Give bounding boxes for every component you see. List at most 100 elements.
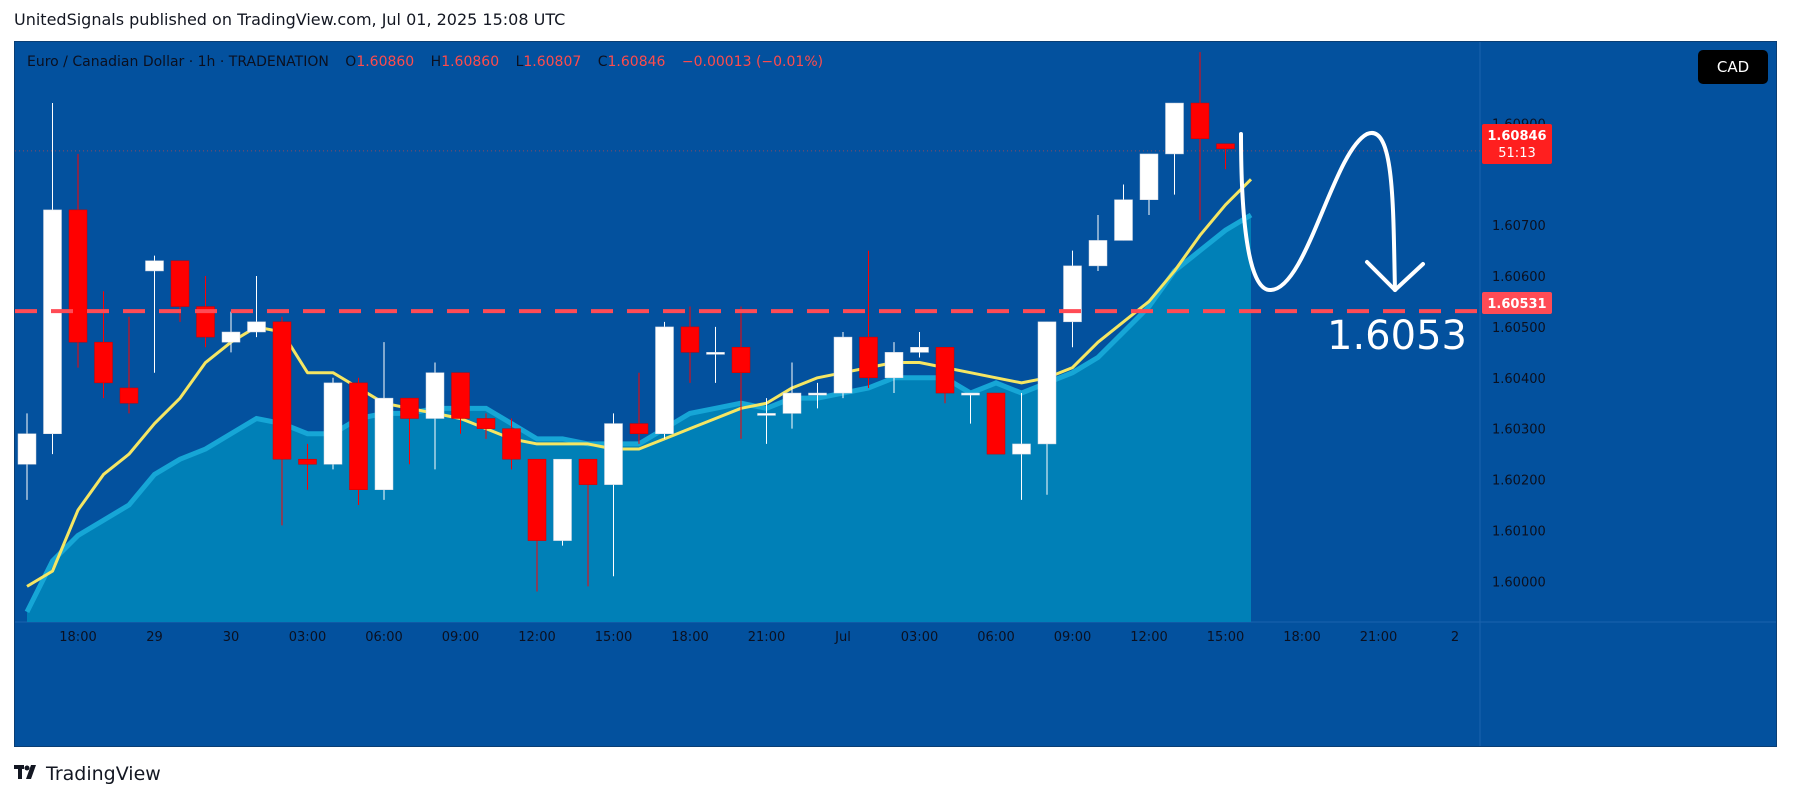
candle-body: [604, 423, 623, 485]
time-tick-label: 03:00: [289, 630, 326, 645]
low-label: L: [515, 54, 524, 70]
candle: [1165, 102, 1184, 195]
candle-body: [961, 392, 980, 396]
chart-canvas[interactable]: 1.60000 1.60100 1.60200 1.60300 1.60400 1.605…: [15, 42, 1777, 747]
candle-body: [247, 321, 266, 333]
candle: [782, 362, 802, 429]
candle-body: [808, 392, 827, 396]
price-tick-label: 1.60000: [1492, 575, 1546, 590]
level-tag-bg: [1482, 292, 1552, 314]
candle-body: [272, 321, 292, 460]
time-tick-label: 12:00: [1130, 630, 1167, 645]
candle-body: [1012, 443, 1031, 455]
candle: [68, 153, 88, 368]
candle-body: [782, 392, 802, 414]
candle-body: [502, 428, 521, 460]
forecast-arrow-head: [1365, 260, 1425, 292]
price-change: −0.00013 (−0.01%): [681, 54, 824, 70]
time-tick-label: Jul: [834, 630, 851, 645]
time-tick-label: 03:00: [901, 630, 938, 645]
candle-body: [884, 352, 904, 379]
candle: [731, 306, 751, 439]
candle-body: [655, 326, 674, 435]
candle: [1114, 184, 1133, 241]
candle: [119, 316, 139, 414]
candle-body: [451, 372, 470, 419]
candle-body: [859, 336, 878, 379]
candle: [349, 377, 368, 505]
candle: [757, 398, 776, 444]
close-value: 1.60846: [607, 54, 666, 70]
candle-body: [476, 418, 496, 429]
price-tick-label: 1.60300: [1492, 423, 1546, 438]
candle: [425, 362, 445, 470]
candle: [247, 276, 266, 338]
candle: [961, 392, 980, 424]
candle: [43, 103, 62, 455]
candle: [94, 291, 113, 399]
candle-body: [706, 352, 725, 355]
tradingview-footer[interactable]: TradingView: [14, 763, 161, 785]
price-tick-label: 1.60500: [1492, 321, 1546, 336]
time-tick-label: 18:00: [59, 630, 96, 645]
time-axis: 18:00 29 30 03:00 06:00 09:00 12:00 15:00 18:00 2…: [59, 630, 1459, 645]
candle-body: [1139, 153, 1159, 200]
candle-body: [349, 382, 368, 490]
current-price-tag: 1.60846: [1487, 129, 1546, 144]
time-tick-label: 21:00: [748, 630, 785, 645]
candle: [502, 418, 521, 470]
currency-badge[interactable]: CAD: [1698, 50, 1768, 84]
price-tick-label: 1.60600: [1492, 270, 1546, 285]
candle-body: [17, 433, 37, 465]
candle-body: [43, 209, 62, 435]
candle: [476, 413, 496, 439]
candle-body: [145, 260, 164, 272]
candle: [553, 458, 572, 546]
candle: [1216, 143, 1235, 170]
time-tick-label: 12:00: [518, 630, 555, 645]
candle-body: [1216, 143, 1235, 150]
candle: [833, 332, 853, 399]
price-tick-label: 1.60400: [1492, 372, 1546, 387]
symbol-name: Euro / Canadian Dollar · 1h · TRADENATIO…: [27, 54, 329, 70]
high-value: 1.60860: [441, 54, 500, 70]
candle: [1037, 321, 1057, 495]
candle-body: [578, 458, 598, 485]
candle: [400, 397, 419, 465]
candle: [323, 377, 343, 470]
candle-body: [94, 341, 113, 384]
candle: [1088, 214, 1108, 271]
candle-body: [425, 372, 445, 419]
candle: [145, 255, 164, 373]
candle: [374, 342, 394, 500]
candle-body: [986, 392, 1006, 455]
candle: [272, 316, 292, 526]
time-tick-label: 29: [146, 630, 163, 645]
open-value: 1.60860: [356, 54, 415, 70]
time-tick-label: 18:00: [671, 630, 708, 645]
candle: [451, 372, 470, 434]
tradingview-wordmark: TradingView: [46, 763, 161, 785]
candle: [578, 458, 598, 587]
candle-body: [757, 413, 776, 416]
candle-body: [731, 347, 751, 373]
target-annotation-text: 1.6053: [1327, 313, 1467, 359]
candle-body: [833, 336, 853, 394]
candle: [859, 250, 878, 388]
candle: [1012, 393, 1031, 500]
area-fill: [27, 214, 1251, 622]
candle: [1063, 250, 1082, 348]
candle: [629, 372, 649, 444]
candle-body: [629, 423, 649, 435]
level-price-tag: 1.60531: [1487, 297, 1546, 312]
price-tick-label: 1.60100: [1492, 524, 1546, 539]
candle: [604, 413, 623, 577]
chart-panel[interactable]: 1.60000 1.60100 1.60200 1.60300 1.60400 1.605…: [14, 41, 1777, 747]
candle: [935, 347, 955, 404]
current-price-tag-bg: [1482, 124, 1552, 164]
publisher-caption: UnitedSignals published on TradingView.c…: [14, 10, 566, 29]
candle: [1190, 52, 1210, 221]
candle: [17, 413, 37, 500]
price-tick-label: 1.60700: [1492, 219, 1546, 234]
candle-body: [323, 382, 343, 465]
